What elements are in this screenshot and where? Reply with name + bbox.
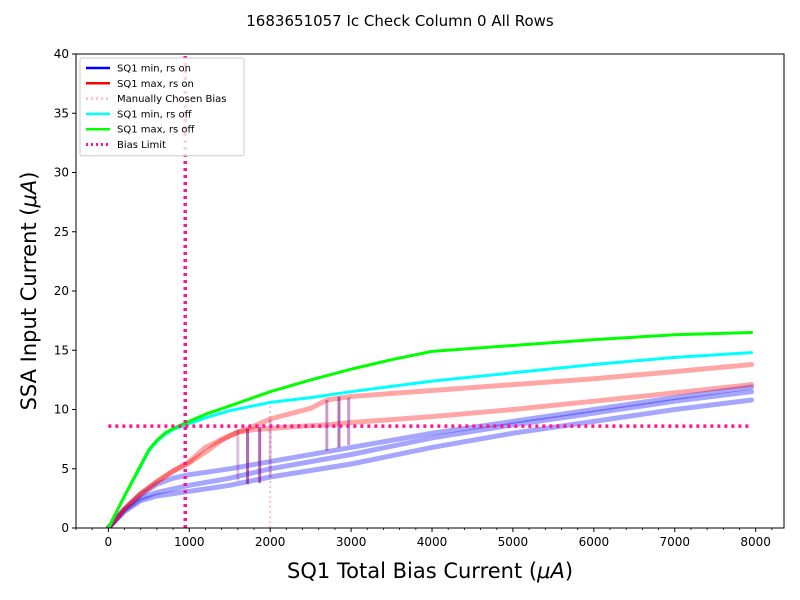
x-tick-label-2: 2000	[255, 535, 286, 549]
series-line-1	[105, 397, 755, 528]
axis-ticks: 0 1000 2000 3000 4000 5000 6000 7000 8000 0 5 10 15 2…	[54, 47, 773, 549]
x-tick-label-1: 1000	[174, 535, 205, 549]
plot-clip-group	[105, 54, 755, 528]
legend-label-5: Bias Limit	[117, 140, 166, 151]
series-line-6	[106, 331, 754, 528]
y-tick-label-2: 10	[54, 403, 69, 417]
legend-label-2: Manually Chosen Bias	[117, 94, 227, 105]
x-tick-label-5: 5000	[498, 535, 529, 549]
x-tick-label-6: 6000	[579, 535, 610, 549]
chart-title: 1683651057 Ic Check Column 0 All Rows	[246, 12, 554, 30]
x-axis-title-close: )	[565, 559, 573, 583]
plot-area	[105, 54, 755, 528]
x-tick-label-8: 8000	[740, 535, 771, 549]
legend-label-4: SQ1 max, rs off	[117, 125, 196, 136]
x-axis-title-text: SQ1 Total Bias Current (	[287, 559, 537, 583]
y-tick-label-1: 5	[61, 462, 69, 476]
legend-box	[79, 57, 245, 157]
y-tick-label-6: 30	[54, 166, 69, 180]
x-axis-title-unit: μA	[536, 559, 565, 583]
x-tick-label-3: 3000	[336, 535, 367, 549]
x-tick-label-0: 0	[105, 535, 113, 549]
y-tick-label-7: 35	[54, 106, 69, 120]
y-tick-label-0: 0	[61, 521, 69, 535]
legend-label-1: SQ1 max, rs on	[117, 79, 194, 90]
y-tick-label-8: 40	[54, 47, 69, 61]
series-line-4	[105, 362, 755, 528]
x-tick-label-7: 7000	[659, 535, 690, 549]
y-axis-title-unit: μA	[17, 180, 41, 209]
series-line-0	[105, 384, 755, 528]
series-line-3	[105, 382, 755, 528]
x-axis-title: SQ1 Total Bias Current (μA)	[287, 559, 573, 583]
series-line-2	[105, 389, 755, 528]
y-tick-label-3: 15	[54, 343, 69, 357]
y-tick-label-4: 20	[54, 284, 69, 298]
legend: SQ1 min, rs on SQ1 max, rs on Manually Cho…	[79, 57, 245, 157]
legend-label-0: SQ1 min, rs on	[117, 64, 191, 75]
legend-label-3: SQ1 min, rs off	[117, 109, 193, 120]
y-axis-title-close: )	[17, 172, 41, 180]
y-axis-title: SSA Input Current (μA)	[17, 172, 41, 411]
y-tick-label-5: 25	[54, 225, 69, 239]
y-axis-title-text: SSA Input Current (	[17, 208, 41, 411]
x-tick-label-4: 4000	[417, 535, 448, 549]
